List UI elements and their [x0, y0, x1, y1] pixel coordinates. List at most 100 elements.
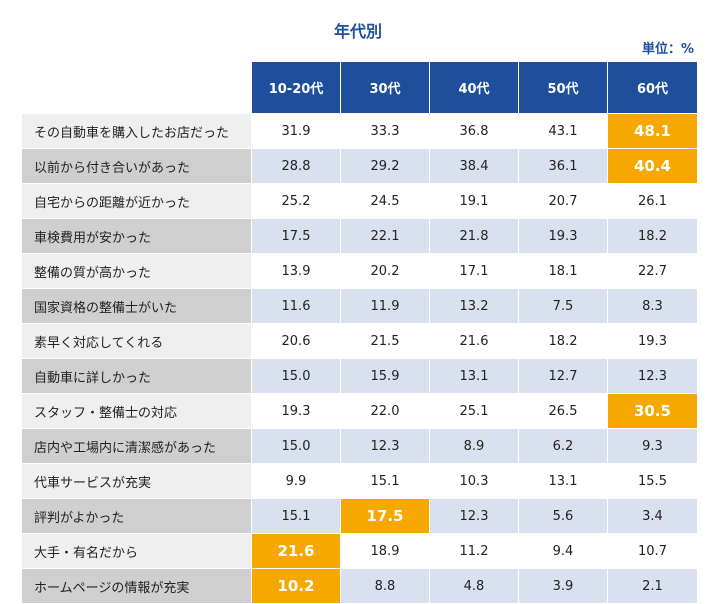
value-cell: 9.3 [607, 428, 698, 464]
value-cell: 22.7 [607, 253, 698, 289]
row-label: 車検費用が安かった [21, 218, 252, 254]
value-cell: 4.8 [429, 568, 519, 604]
value-cell: 18.2 [607, 218, 698, 254]
value-cell: 26.5 [518, 393, 608, 429]
value-cell: 20.7 [518, 183, 608, 219]
value-cell: 26.1 [607, 183, 698, 219]
value-cell: 13.1 [518, 463, 608, 499]
value-cell: 2.1 [607, 568, 698, 604]
row-label: 自動車に詳しかった [21, 358, 252, 394]
column-header: 10-20代 [251, 61, 341, 114]
table-row: 以前から付き合いがあった 28.8 29.2 38.4 36.1 40.4 [21, 148, 698, 184]
value-cell: 22.0 [340, 393, 430, 429]
value-cell: 5.6 [518, 498, 608, 534]
table-title: 年代別 [333, 22, 382, 41]
table-row: 評判がよかった 15.1 17.5 12.3 5.6 3.4 [21, 498, 698, 534]
value-cell: 21.8 [429, 218, 519, 254]
value-cell: 12.3 [607, 358, 698, 394]
table-row: 代車サービスが充実 9.9 15.1 10.3 13.1 15.5 [21, 463, 698, 499]
value-cell: 15.0 [251, 358, 341, 394]
value-cell: 18.1 [518, 253, 608, 289]
data-table: 10-20代 30代 40代 50代 60代 その自動車を購入したお店だった 31… [21, 61, 698, 604]
value-cell: 8.3 [607, 288, 698, 324]
value-cell: 21.5 [340, 323, 430, 359]
row-label: 以前から付き合いがあった [21, 148, 252, 184]
value-cell: 8.8 [340, 568, 430, 604]
value-cell: 15.1 [251, 498, 341, 534]
column-header: 30代 [340, 61, 430, 114]
value-cell: 13.9 [251, 253, 341, 289]
value-cell: 18.9 [340, 533, 430, 569]
unit-label: 単位：% [641, 42, 694, 57]
value-cell: 25.2 [251, 183, 341, 219]
row-label: 国家資格の整備士がいた [21, 288, 252, 324]
value-cell: 10.3 [429, 463, 519, 499]
value-cell: 36.1 [518, 148, 608, 184]
table-row: 自動車に詳しかった 15.0 15.9 13.1 12.7 12.3 [21, 358, 698, 394]
table-row: 車検費用が安かった 17.5 22.1 21.8 19.3 18.2 [21, 218, 698, 254]
value-cell: 10.2 [251, 568, 341, 604]
table-row: 素早く対応してくれる 20.6 21.5 21.6 18.2 19.3 [21, 323, 698, 359]
column-header: 40代 [429, 61, 519, 114]
table-row: 店内や工場内に清潔感があった 15.0 12.3 8.9 6.2 9.3 [21, 428, 698, 464]
row-label: ホームページの情報が充実 [21, 568, 252, 604]
value-cell: 8.9 [429, 428, 519, 464]
value-cell: 43.1 [518, 113, 608, 149]
value-cell: 19.3 [607, 323, 698, 359]
value-cell: 48.1 [607, 113, 698, 149]
value-cell: 19.1 [429, 183, 519, 219]
column-header: 60代 [607, 61, 698, 114]
value-cell: 29.2 [340, 148, 430, 184]
value-cell: 30.5 [607, 393, 698, 429]
value-cell: 13.2 [429, 288, 519, 324]
row-label: 評判がよかった [21, 498, 252, 534]
value-cell: 6.2 [518, 428, 608, 464]
value-cell: 36.8 [429, 113, 519, 149]
value-cell: 13.1 [429, 358, 519, 394]
row-label: その自動車を購入したお店だった [21, 113, 252, 149]
row-label: スタッフ・整備士の対応 [21, 393, 252, 429]
value-cell: 25.1 [429, 393, 519, 429]
value-cell: 19.3 [518, 218, 608, 254]
value-cell: 17.1 [429, 253, 519, 289]
value-cell: 12.3 [340, 428, 430, 464]
value-cell: 3.4 [607, 498, 698, 534]
value-cell: 20.6 [251, 323, 341, 359]
table-row: 整備の質が高かった 13.9 20.2 17.1 18.1 22.7 [21, 253, 698, 289]
table-row: スタッフ・整備士の対応 19.3 22.0 25.1 26.5 30.5 [21, 393, 698, 429]
row-label: 代車サービスが充実 [21, 463, 252, 499]
value-cell: 12.7 [518, 358, 608, 394]
corner-cell [21, 61, 252, 114]
value-cell: 3.9 [518, 568, 608, 604]
value-cell: 15.9 [340, 358, 430, 394]
value-cell: 33.3 [340, 113, 430, 149]
value-cell: 21.6 [429, 323, 519, 359]
value-cell: 15.1 [340, 463, 430, 499]
value-cell: 24.5 [340, 183, 430, 219]
value-cell: 15.0 [251, 428, 341, 464]
table-row: 大手・有名だから 21.6 18.9 11.2 9.4 10.7 [21, 533, 698, 569]
value-cell: 7.5 [518, 288, 608, 324]
value-cell: 15.5 [607, 463, 698, 499]
value-cell: 9.9 [251, 463, 341, 499]
value-cell: 38.4 [429, 148, 519, 184]
value-cell: 17.5 [340, 498, 430, 534]
table-row: 国家資格の整備士がいた 11.6 11.9 13.2 7.5 8.3 [21, 288, 698, 324]
value-cell: 9.4 [518, 533, 608, 569]
table-row: その自動車を購入したお店だった 31.9 33.3 36.8 43.1 48.1 [21, 113, 698, 149]
row-label: 店内や工場内に清潔感があった [21, 428, 252, 464]
value-cell: 19.3 [251, 393, 341, 429]
value-cell: 28.8 [251, 148, 341, 184]
value-cell: 11.9 [340, 288, 430, 324]
value-cell: 17.5 [251, 218, 341, 254]
header-row: 10-20代 30代 40代 50代 60代 [21, 61, 698, 114]
value-cell: 11.2 [429, 533, 519, 569]
row-label: 大手・有名だから [21, 533, 252, 569]
value-cell: 20.2 [340, 253, 430, 289]
table-row: 自宅からの距離が近かった 25.2 24.5 19.1 20.7 26.1 [21, 183, 698, 219]
column-header: 50代 [518, 61, 608, 114]
row-label: 自宅からの距離が近かった [21, 183, 252, 219]
table-body: その自動車を購入したお店だった 31.9 33.3 36.8 43.1 48.1 以前から付… [21, 113, 698, 604]
value-cell: 40.4 [607, 148, 698, 184]
value-cell: 18.2 [518, 323, 608, 359]
